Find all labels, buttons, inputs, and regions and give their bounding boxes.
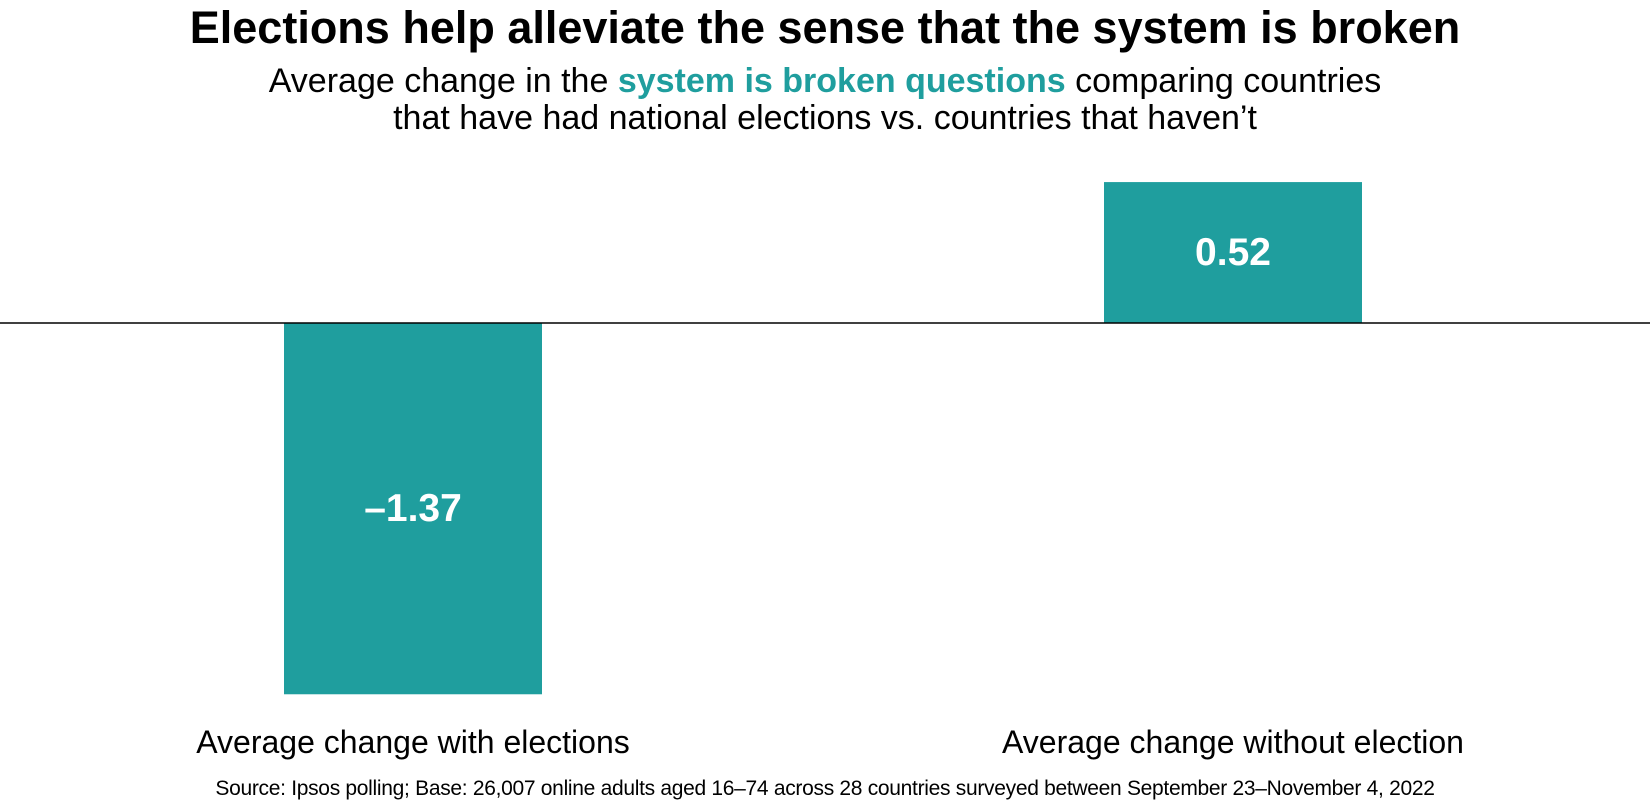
bar-value-label-2: 0.52 bbox=[1195, 231, 1271, 274]
category-label-2: Average change without election bbox=[1002, 724, 1464, 760]
chart-subtitle: Average change in the system is broken q… bbox=[0, 63, 1650, 137]
source-note: Source: Ipsos polling; Base: 26,007 onli… bbox=[215, 777, 1435, 800]
category-label-1: Average change with elections bbox=[196, 724, 629, 760]
bar-1 bbox=[284, 323, 542, 695]
chart-title: Elections help alleviate the sense that … bbox=[189, 2, 1461, 53]
subtitle-line-2: that have had national elections vs. cou… bbox=[393, 99, 1257, 137]
subtitle-text-before: Average change in the bbox=[268, 62, 618, 100]
subtitle-highlight: system is broken questions bbox=[617, 62, 1066, 100]
subtitle-line-1: Average change in the system is broken q… bbox=[0, 63, 1650, 100]
bar-2 bbox=[1104, 182, 1362, 323]
subtitle-text-after: comparing countries bbox=[1065, 62, 1382, 100]
bar-value-label-1: –1.37 bbox=[364, 487, 462, 530]
